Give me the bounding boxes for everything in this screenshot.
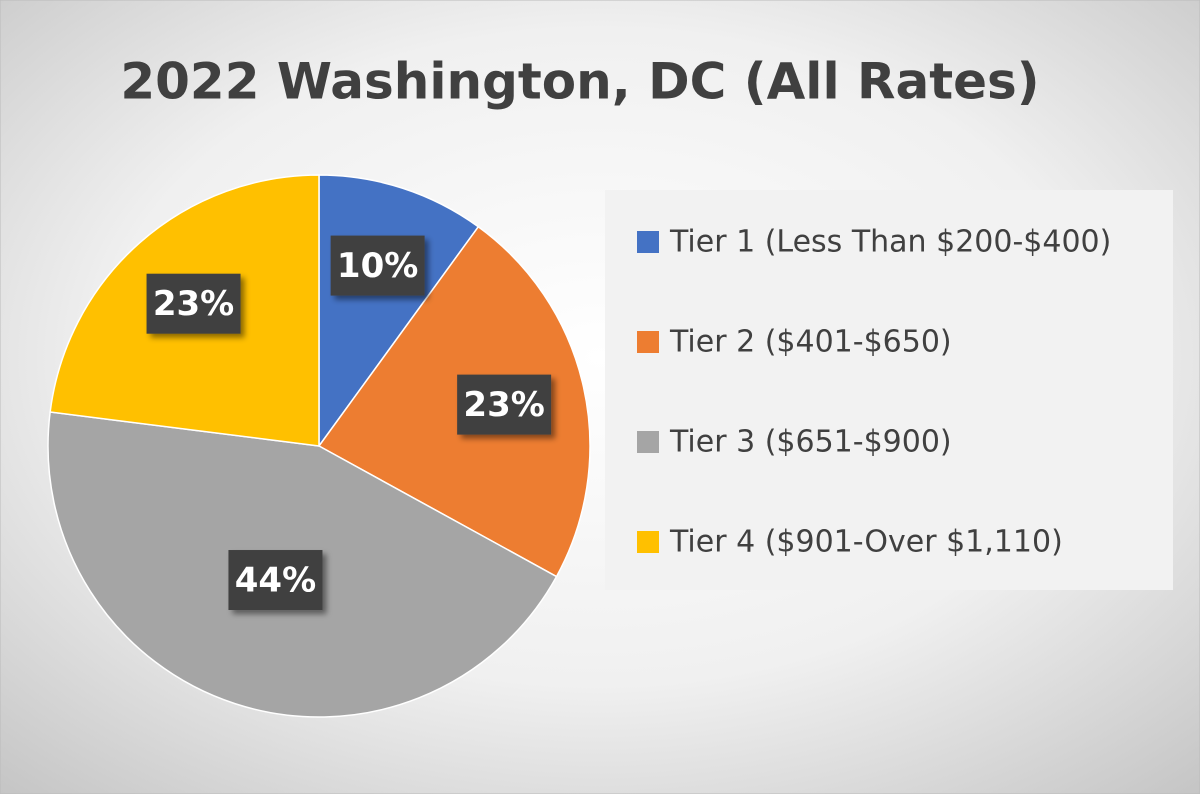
data-label-box (330, 235, 425, 296)
data-label: 44% (235, 561, 316, 601)
data-label: 23% (463, 385, 544, 425)
chart-title: 2022 Washington, DC (All Rates) (120, 53, 1039, 111)
data-label-box (146, 273, 241, 334)
legend-label: Tier 2 ($401-$650) (669, 325, 952, 360)
data-label: 10% (337, 246, 418, 286)
legend-label: Tier 3 ($651-$900) (669, 425, 952, 460)
legend-label: Tier 4 ($901-Over $1,110) (669, 525, 1063, 560)
legend-swatch (637, 331, 659, 353)
data-label: 23% (153, 284, 234, 324)
pie-slice (317, 225, 591, 578)
data-label-box (457, 374, 552, 435)
legend-swatch (637, 231, 659, 253)
legend-label: Tier 1 (Less Than $200-$400) (669, 225, 1111, 260)
legend-box (605, 190, 1173, 590)
legend-swatch (637, 531, 659, 553)
legend-swatch (637, 431, 659, 453)
data-label-box (228, 550, 323, 611)
